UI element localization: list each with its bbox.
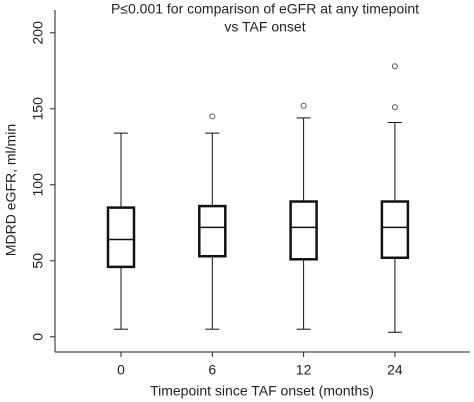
chart-title: P≤0.001 for comparison of eGFR at any ti… (111, 1, 419, 17)
x-tick-label: 0 (117, 362, 125, 378)
y-tick-label: 0 (30, 333, 46, 341)
y-tick-label: 50 (30, 253, 46, 269)
y-tick-label: 100 (30, 173, 46, 197)
x-tick-label: 24 (387, 362, 403, 378)
box (106, 206, 136, 269)
x-tick-label: 6 (208, 362, 216, 378)
outlier (300, 102, 307, 109)
y-tick-label: 200 (30, 21, 46, 45)
box (380, 200, 410, 260)
outlier (209, 113, 216, 120)
box (198, 204, 227, 258)
box (289, 200, 318, 261)
chart-title: vs TAF onset (224, 19, 305, 35)
y-tick-label: 150 (30, 97, 46, 121)
x-axis-label: Timepoint since TAF onset (months) (150, 383, 374, 399)
y-axis-label: MDRD eGFR, ml/min (3, 124, 19, 256)
outlier (391, 63, 398, 70)
outlier (391, 104, 398, 111)
x-tick-label: 12 (296, 362, 312, 378)
